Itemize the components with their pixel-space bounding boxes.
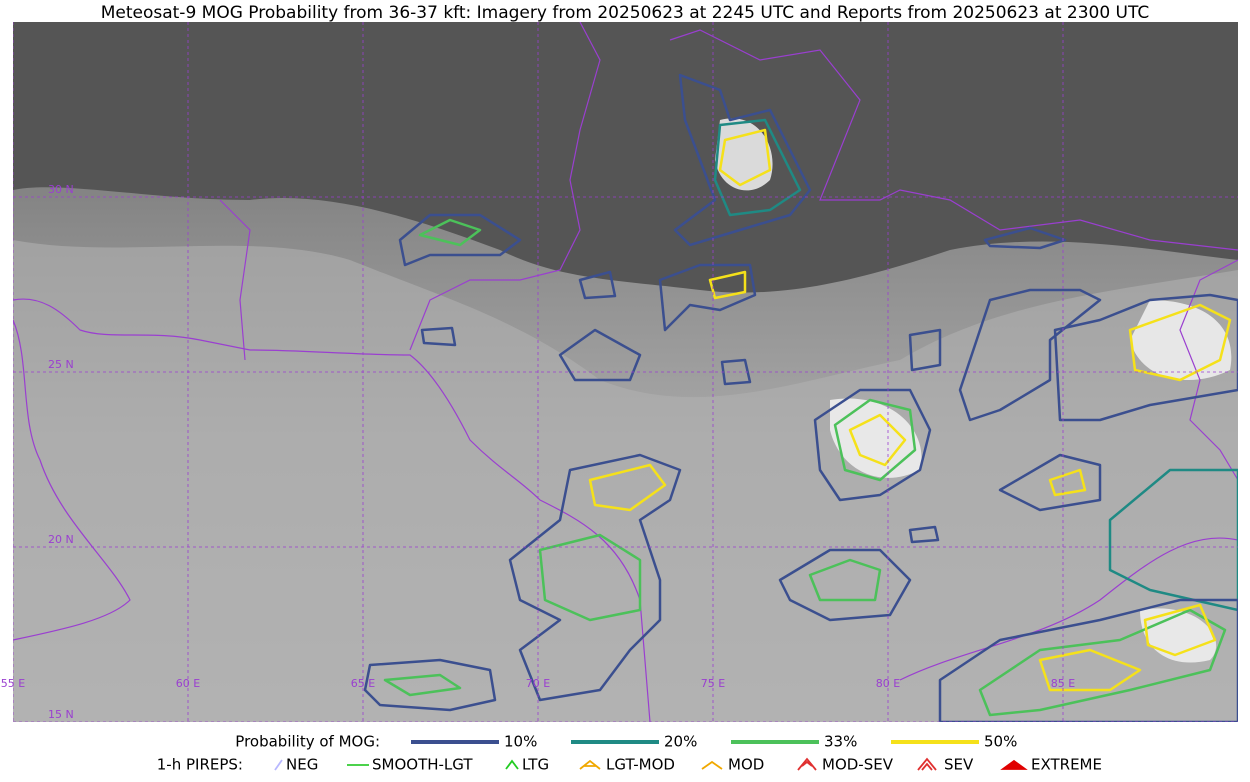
legend-entry: 10% <box>504 733 537 751</box>
legend-entry: 33% <box>824 733 857 751</box>
legend-symbol <box>917 757 937 771</box>
legend-symbol <box>1000 759 1028 770</box>
legend-entry: NEG <box>286 756 318 774</box>
graticule <box>13 22 1238 722</box>
lon-label: 60 E <box>176 677 200 690</box>
lon-label: 70 E <box>526 677 550 690</box>
cloud-haze <box>13 240 1238 722</box>
legend-entry: 50% <box>984 733 1017 751</box>
legend-entry: MOD-SEV <box>822 756 894 774</box>
lon-label: 80 E <box>876 677 900 690</box>
legend-symbol <box>579 759 601 770</box>
lat-label: 20 N <box>48 533 74 546</box>
map <box>13 22 1238 722</box>
legend-symbol <box>505 759 519 770</box>
legend-symbol <box>274 759 283 771</box>
legend-entry: LGT-MOD <box>606 756 675 774</box>
graticule-labels: 55 E 60 E 65 E 70 E 75 E 80 E 85 E 30 N 25 N 20 N… <box>1 183 1075 721</box>
legend-entry: 20% <box>664 733 697 751</box>
legend-label: Probability of MOG: <box>235 733 380 751</box>
lon-label: 65 E <box>351 677 375 690</box>
legend-symbol <box>797 757 817 771</box>
contours <box>363 73 1238 722</box>
lon-label: 55 E <box>1 677 25 690</box>
lat-label: 25 N <box>48 358 74 371</box>
legend-entry: EXTREME <box>1031 756 1102 774</box>
dark-region <box>13 22 1238 293</box>
lon-label: 85 E <box>1051 677 1075 690</box>
legend-symbol <box>701 760 723 770</box>
borders <box>13 22 1238 722</box>
legend-entry: LTG <box>522 756 549 774</box>
legend-label: 1-h PIREPS: <box>157 756 243 774</box>
legend-entry: MOD <box>728 756 764 774</box>
legend: Probability of MOG: 10% 20% 33% 50% 1-h PIREP… <box>157 733 1102 774</box>
legend-entry: SEV <box>944 756 974 774</box>
lat-label: 15 N <box>48 708 74 721</box>
lon-label: 75 E <box>701 677 725 690</box>
title: Meteosat-9 MOG Probability from 36-37 kf… <box>101 3 1150 23</box>
legend-entry: SMOOTH-LGT <box>372 756 473 774</box>
lat-label: 30 N <box>48 183 74 196</box>
